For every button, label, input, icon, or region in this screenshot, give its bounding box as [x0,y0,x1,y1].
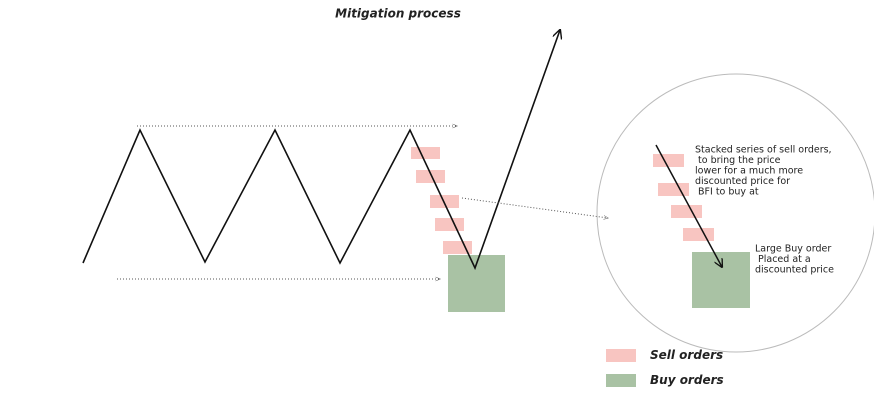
zoom-link [461,197,608,218]
note-line: Stacked series of sell orders, [695,145,832,156]
buy-order-zoom [692,252,750,308]
note-line: discounted price for [695,176,790,187]
note-line: Placed at a [755,254,811,265]
note-line: to bring the price [695,155,781,166]
legend-swatch [606,374,636,387]
sell-orders [411,147,472,254]
legend-label: Buy orders [650,373,724,387]
note-line: discounted price [755,265,834,276]
note-line: BFI to buy at [695,187,759,198]
legend-label: Sell orders [650,348,723,362]
price-arrow [655,144,722,267]
note-line: Large Buy order [755,244,831,255]
sell-note: Stacked series of sell orders, to bring … [695,145,832,198]
legend-swatch [606,349,636,362]
price-path [82,30,560,271]
note-line: lower for a much more [695,166,803,177]
title: Mitigation process [335,7,461,21]
zoom-circle [596,73,874,353]
legend: Sell orders Buy orders [606,348,724,387]
